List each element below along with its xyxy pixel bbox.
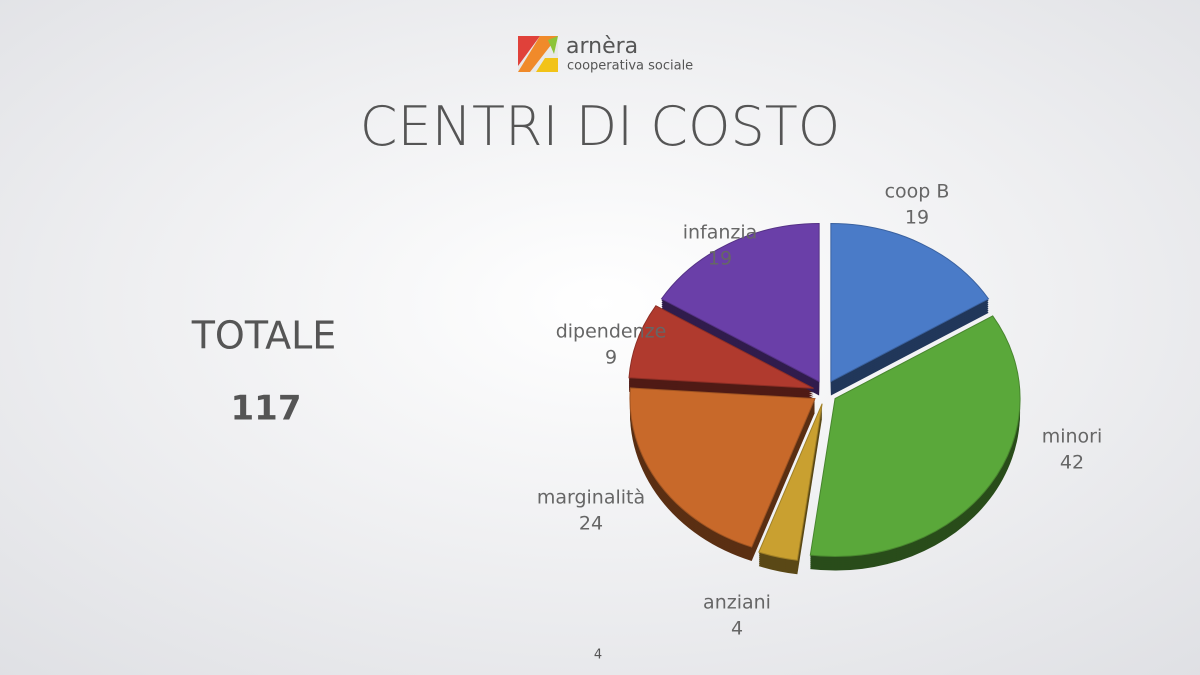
slice-label: coop B (885, 181, 950, 203)
slice-value: 24 (579, 513, 603, 535)
slice-value: 9 (605, 347, 617, 369)
slice-value: 42 (1060, 452, 1084, 474)
slice (628, 305, 814, 389)
slice-label: infanzia (683, 222, 758, 244)
pie (628, 223, 1021, 575)
slice-label: anziani (703, 592, 771, 614)
slice (809, 315, 1021, 558)
slice (660, 223, 820, 383)
slice (758, 403, 823, 561)
slice (629, 387, 816, 548)
slice (830, 223, 990, 383)
page-number: 4 (594, 648, 602, 663)
slice-label: minori (1042, 426, 1103, 448)
logo-name: arnèra (566, 34, 638, 59)
slice-value: 4 (731, 618, 743, 640)
slice-value: 19 (708, 248, 732, 270)
slice-label: dipendenze (556, 321, 667, 343)
total-label: TOTALE (191, 314, 337, 358)
logo-tagline: cooperativa sociale (567, 59, 693, 74)
slice-value: 19 (905, 207, 929, 229)
total-value: 117 (231, 389, 302, 429)
slice-label: marginalità (537, 487, 645, 509)
title: CENTRI DI COSTO (360, 95, 840, 158)
logo-icon (518, 36, 558, 72)
